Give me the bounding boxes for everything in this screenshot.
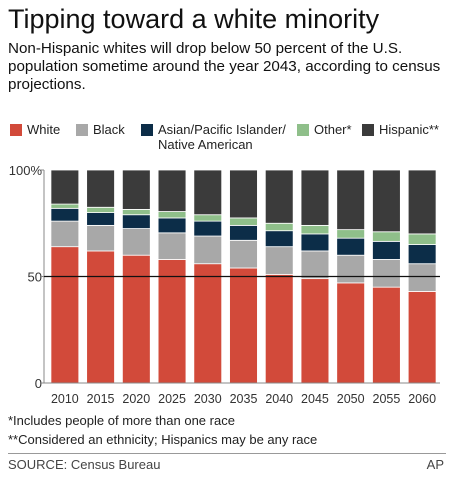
legend-swatch-hispanic [362, 124, 374, 136]
bar-segment-2025-4 [157, 169, 187, 212]
footnote-hispanic: **Considered an ethnicity; Hispanics may… [8, 432, 318, 447]
legend-swatch-white [10, 124, 22, 136]
bar-segment-2025-3 [157, 211, 187, 219]
bar-segment-2045-2 [300, 233, 330, 252]
bar-segment-2030-4 [193, 169, 223, 216]
bar-segment-2060-0 [407, 291, 437, 384]
legend-label-hispanic: Hispanic** [379, 122, 439, 137]
x-tick-label: 2045 [301, 392, 329, 406]
bar-segment-2025-0 [157, 259, 187, 384]
legend-swatch-asian [141, 124, 153, 136]
bar-segment-2020-4 [121, 169, 151, 210]
legend-swatch-other [297, 124, 309, 136]
x-tick-label: 2035 [230, 392, 258, 406]
bar-segment-2050-4 [336, 169, 366, 231]
bar-segment-2040-3 [264, 222, 294, 232]
bar-segment-2035-1 [229, 239, 258, 269]
bar-segment-2040-0 [264, 273, 294, 384]
bar-segment-2045-0 [300, 278, 330, 384]
bar-segment-2020-0 [121, 254, 151, 384]
bar-segment-2015-3 [86, 206, 115, 213]
bar-segment-2050-0 [336, 282, 366, 384]
x-tick-label: 2030 [194, 392, 222, 406]
bar-segment-2015-4 [86, 169, 115, 208]
legend-label-asian-line2: Native American [158, 137, 253, 152]
bar-segment-2035-0 [229, 267, 258, 384]
legend-label-other: Other* [314, 122, 352, 137]
x-tick-label: 2050 [337, 392, 365, 406]
bar-segment-2060-3 [407, 233, 437, 245]
source-text: SOURCE: Census Bureau [8, 457, 161, 472]
x-tick-label: 2010 [51, 392, 79, 406]
bar-segment-2015-0 [86, 250, 115, 384]
bar-segment-2015-2 [86, 212, 115, 226]
bar-segment-2030-1 [193, 235, 223, 265]
legend-label-white: White [27, 122, 61, 137]
footnote-other: *Includes people of more than one race [8, 413, 235, 428]
bar-segment-2050-1 [336, 254, 366, 284]
bar-segment-2060-2 [407, 244, 437, 265]
bar-segment-2055-3 [372, 231, 401, 242]
bar-segment-2010-0 [50, 246, 80, 384]
bar-segment-2010-2 [50, 207, 80, 222]
source-divider [8, 453, 446, 454]
legend-swatch-black [76, 124, 88, 136]
bar-segment-2050-3 [336, 229, 366, 239]
bar-segment-2055-2 [372, 240, 401, 260]
y-tick-label: 0 [35, 376, 42, 391]
bar-segment-2025-1 [157, 232, 187, 260]
y-tick-label: 100% [9, 163, 43, 178]
bar-segment-2020-3 [121, 209, 151, 216]
bar-segment-2055-0 [372, 286, 401, 384]
bar-segment-2040-1 [264, 246, 294, 275]
bar-segment-2015-1 [86, 224, 115, 252]
bar-segment-2025-2 [157, 217, 187, 234]
bar-segment-2060-4 [407, 169, 437, 235]
x-tick-label: 2025 [158, 392, 186, 406]
x-tick-label: 2020 [122, 392, 150, 406]
bar-segment-2035-4 [229, 169, 258, 219]
bar-segment-2035-3 [229, 217, 258, 226]
bar-segment-2035-2 [229, 224, 258, 241]
legend-label-asian: Asian/Pacific Islander/ [158, 122, 286, 137]
x-tick-label: 2060 [408, 392, 436, 406]
chart-title: Tipping toward a white minority [8, 4, 380, 34]
bar-segment-2045-4 [300, 169, 330, 226]
x-tick-label: 2055 [373, 392, 401, 406]
bar-segment-2020-1 [121, 228, 151, 256]
bar-segment-2020-2 [121, 214, 151, 229]
bar-segment-2040-2 [264, 230, 294, 248]
bar-segment-2010-4 [50, 169, 80, 205]
chart-subtitle: Non-Hispanic whites will drop below 50 p… [8, 40, 441, 93]
bar-segment-2040-4 [264, 169, 294, 224]
bar-segment-2055-1 [372, 259, 401, 288]
bar-segment-2045-1 [300, 250, 330, 280]
legend-label-black: Black [93, 122, 125, 137]
bar-segment-2010-3 [50, 203, 80, 209]
bar-segment-2050-2 [336, 237, 366, 256]
bar-segment-2055-4 [372, 169, 401, 233]
credit-text: AP [426, 457, 444, 472]
x-tick-label: 2040 [265, 392, 293, 406]
bar-segment-2030-2 [193, 220, 223, 237]
bar-segment-2030-0 [193, 263, 223, 384]
bar-segment-2060-1 [407, 263, 437, 292]
y-tick-label: 50 [28, 270, 42, 285]
bar-segment-2010-1 [50, 220, 80, 248]
bar-segment-2030-3 [193, 214, 223, 222]
x-tick-label: 2015 [87, 392, 115, 406]
bar-segment-2045-3 [300, 224, 330, 235]
